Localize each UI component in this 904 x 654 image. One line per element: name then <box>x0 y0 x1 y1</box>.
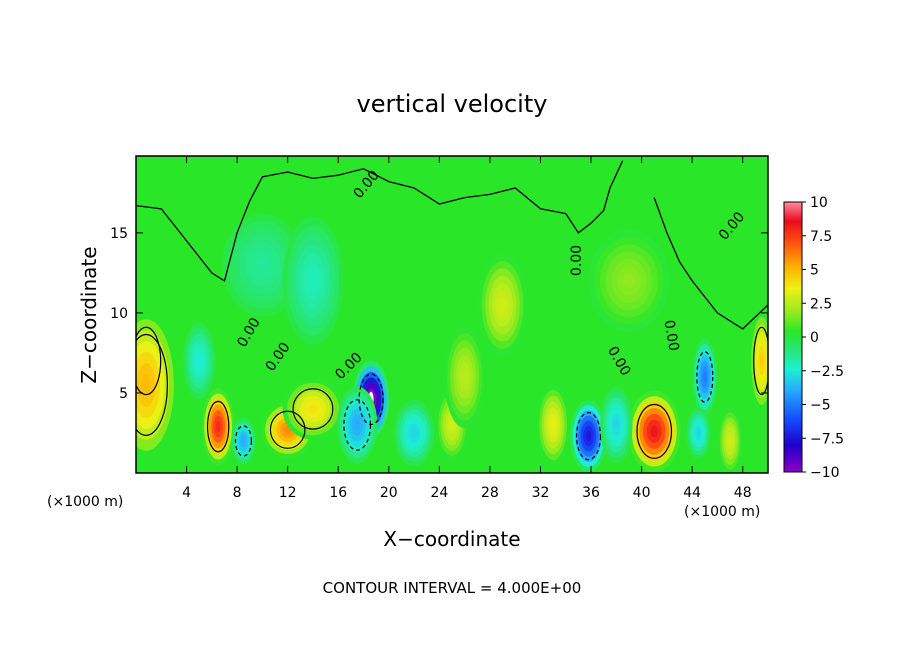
colorbar-tick-label: 2.5 <box>810 296 832 312</box>
velocity-band <box>308 404 318 414</box>
velocity-band <box>550 419 556 431</box>
velocity-cell <box>201 388 235 465</box>
velocity-cell <box>692 338 717 416</box>
x-tick-label: 8 <box>233 485 242 501</box>
velocity-band <box>141 373 151 396</box>
y-tick-label: 10 <box>110 306 128 322</box>
velocity-band <box>461 369 468 385</box>
y-axis-ticks: 5 10 15 <box>110 226 768 402</box>
velocity-cell <box>588 229 670 333</box>
velocity-cell <box>536 383 570 466</box>
x-axis-unit: (×1000 m) <box>684 504 760 520</box>
velocity-cell <box>478 253 527 357</box>
colorbar-tick-label: −2.5 <box>810 364 844 380</box>
plot-area: 0.000.00 0.000.000.000.000.000.00 4 8 12 16 2… <box>110 155 769 501</box>
contour-label: 0.00 <box>569 245 585 276</box>
velocity-band <box>759 353 764 369</box>
velocity-band <box>650 425 658 438</box>
velocity-cell <box>435 389 469 461</box>
contour-lines <box>136 160 768 461</box>
velocity-cell <box>570 400 607 473</box>
velocity-band <box>696 429 701 437</box>
velocity-band <box>623 273 635 289</box>
colorbar-tick-label: −5 <box>810 398 831 414</box>
velocity-band <box>241 437 246 445</box>
colorbar-tick-label: 10 <box>810 195 828 211</box>
velocity-band <box>196 355 202 367</box>
colorbar-tick-label: −10 <box>810 465 840 481</box>
velocity-field <box>136 213 768 473</box>
y-tick-label: 15 <box>110 226 128 242</box>
y-tick-label: 5 <box>119 386 128 402</box>
y-axis-unit: (×1000 m) <box>47 494 123 510</box>
negative-contour <box>358 373 384 426</box>
x-tick-label: 28 <box>481 485 499 501</box>
velocity-cell <box>627 390 681 473</box>
velocity-cell <box>183 322 216 400</box>
positive-contour <box>269 410 306 449</box>
velocity-band <box>354 419 361 431</box>
positive-contour <box>292 388 334 430</box>
positive-contour <box>636 403 673 459</box>
velocity-band <box>728 436 732 446</box>
positive-contour <box>206 400 230 453</box>
velocity-band <box>256 257 269 273</box>
x-tick-label: 24 <box>430 485 448 501</box>
x-tick-label: 20 <box>380 485 398 501</box>
negative-contour <box>343 399 372 451</box>
velocity-cell <box>686 407 711 459</box>
velocity-cell <box>282 216 344 345</box>
velocity-cell <box>717 407 743 473</box>
velocity-cell <box>136 308 179 462</box>
chart-title: vertical velocity <box>357 90 548 118</box>
x-tick-label: 36 <box>582 485 600 501</box>
colorbar-tick-label: 5 <box>810 263 819 279</box>
x-tick-label: 16 <box>329 485 347 501</box>
velocity-cell <box>600 386 633 464</box>
velocity-cell <box>444 325 485 429</box>
velocity-cell <box>221 213 303 317</box>
colorbar: 10 7.5 5 2.5 0 −2.5 −5 −7.5 −10 <box>783 195 844 481</box>
x-tick-label: 4 <box>182 485 191 501</box>
colorbar-ticks: 10 7.5 5 2.5 0 −2.5 −5 −7.5 −10 <box>802 195 844 481</box>
velocity-band <box>499 297 507 313</box>
colorbar-tick-label: −7.5 <box>810 431 844 447</box>
velocity-cell <box>336 386 378 464</box>
velocity-band <box>614 419 619 431</box>
x-tick-label: 44 <box>683 485 701 501</box>
negative-contour <box>696 351 714 403</box>
velocity-band <box>411 428 417 438</box>
velocity-band <box>308 271 318 291</box>
negative-contour <box>575 412 602 461</box>
zero-contour <box>653 197 768 330</box>
velocity-cell <box>393 399 435 467</box>
colorbar-tick-label: 0 <box>810 330 819 346</box>
positive-contour <box>136 333 168 436</box>
velocity-band <box>703 371 707 383</box>
x-tick-label: 48 <box>734 485 752 501</box>
contour-interval-note: CONTOUR INTERVAL = 4.000E+00 <box>323 579 582 597</box>
y-axis-label: Z−coordinate <box>77 246 101 383</box>
x-tick-label: 40 <box>633 485 651 501</box>
velocity-cell <box>282 378 344 440</box>
zero-contour <box>136 160 624 282</box>
velocity-band <box>215 421 221 433</box>
velocity-band <box>585 431 592 442</box>
positive-contour <box>753 326 768 396</box>
x-axis-label: X−coordinate <box>383 527 520 551</box>
colorbar-tick-label: 7.5 <box>810 229 832 245</box>
colorbar-gradient <box>783 201 803 473</box>
plot-frame <box>135 155 769 474</box>
negative-contour <box>234 425 253 457</box>
positive-contour <box>136 326 162 396</box>
x-axis-ticks: 4 8 12 16 20 24 28 32 36 40 44 48 <box>182 156 752 501</box>
contour-label: 0.00 <box>660 319 681 352</box>
x-tick-label: 32 <box>532 485 550 501</box>
velocity-band <box>449 419 455 431</box>
velocity-cell <box>231 417 256 465</box>
x-tick-label: 12 <box>279 485 297 501</box>
